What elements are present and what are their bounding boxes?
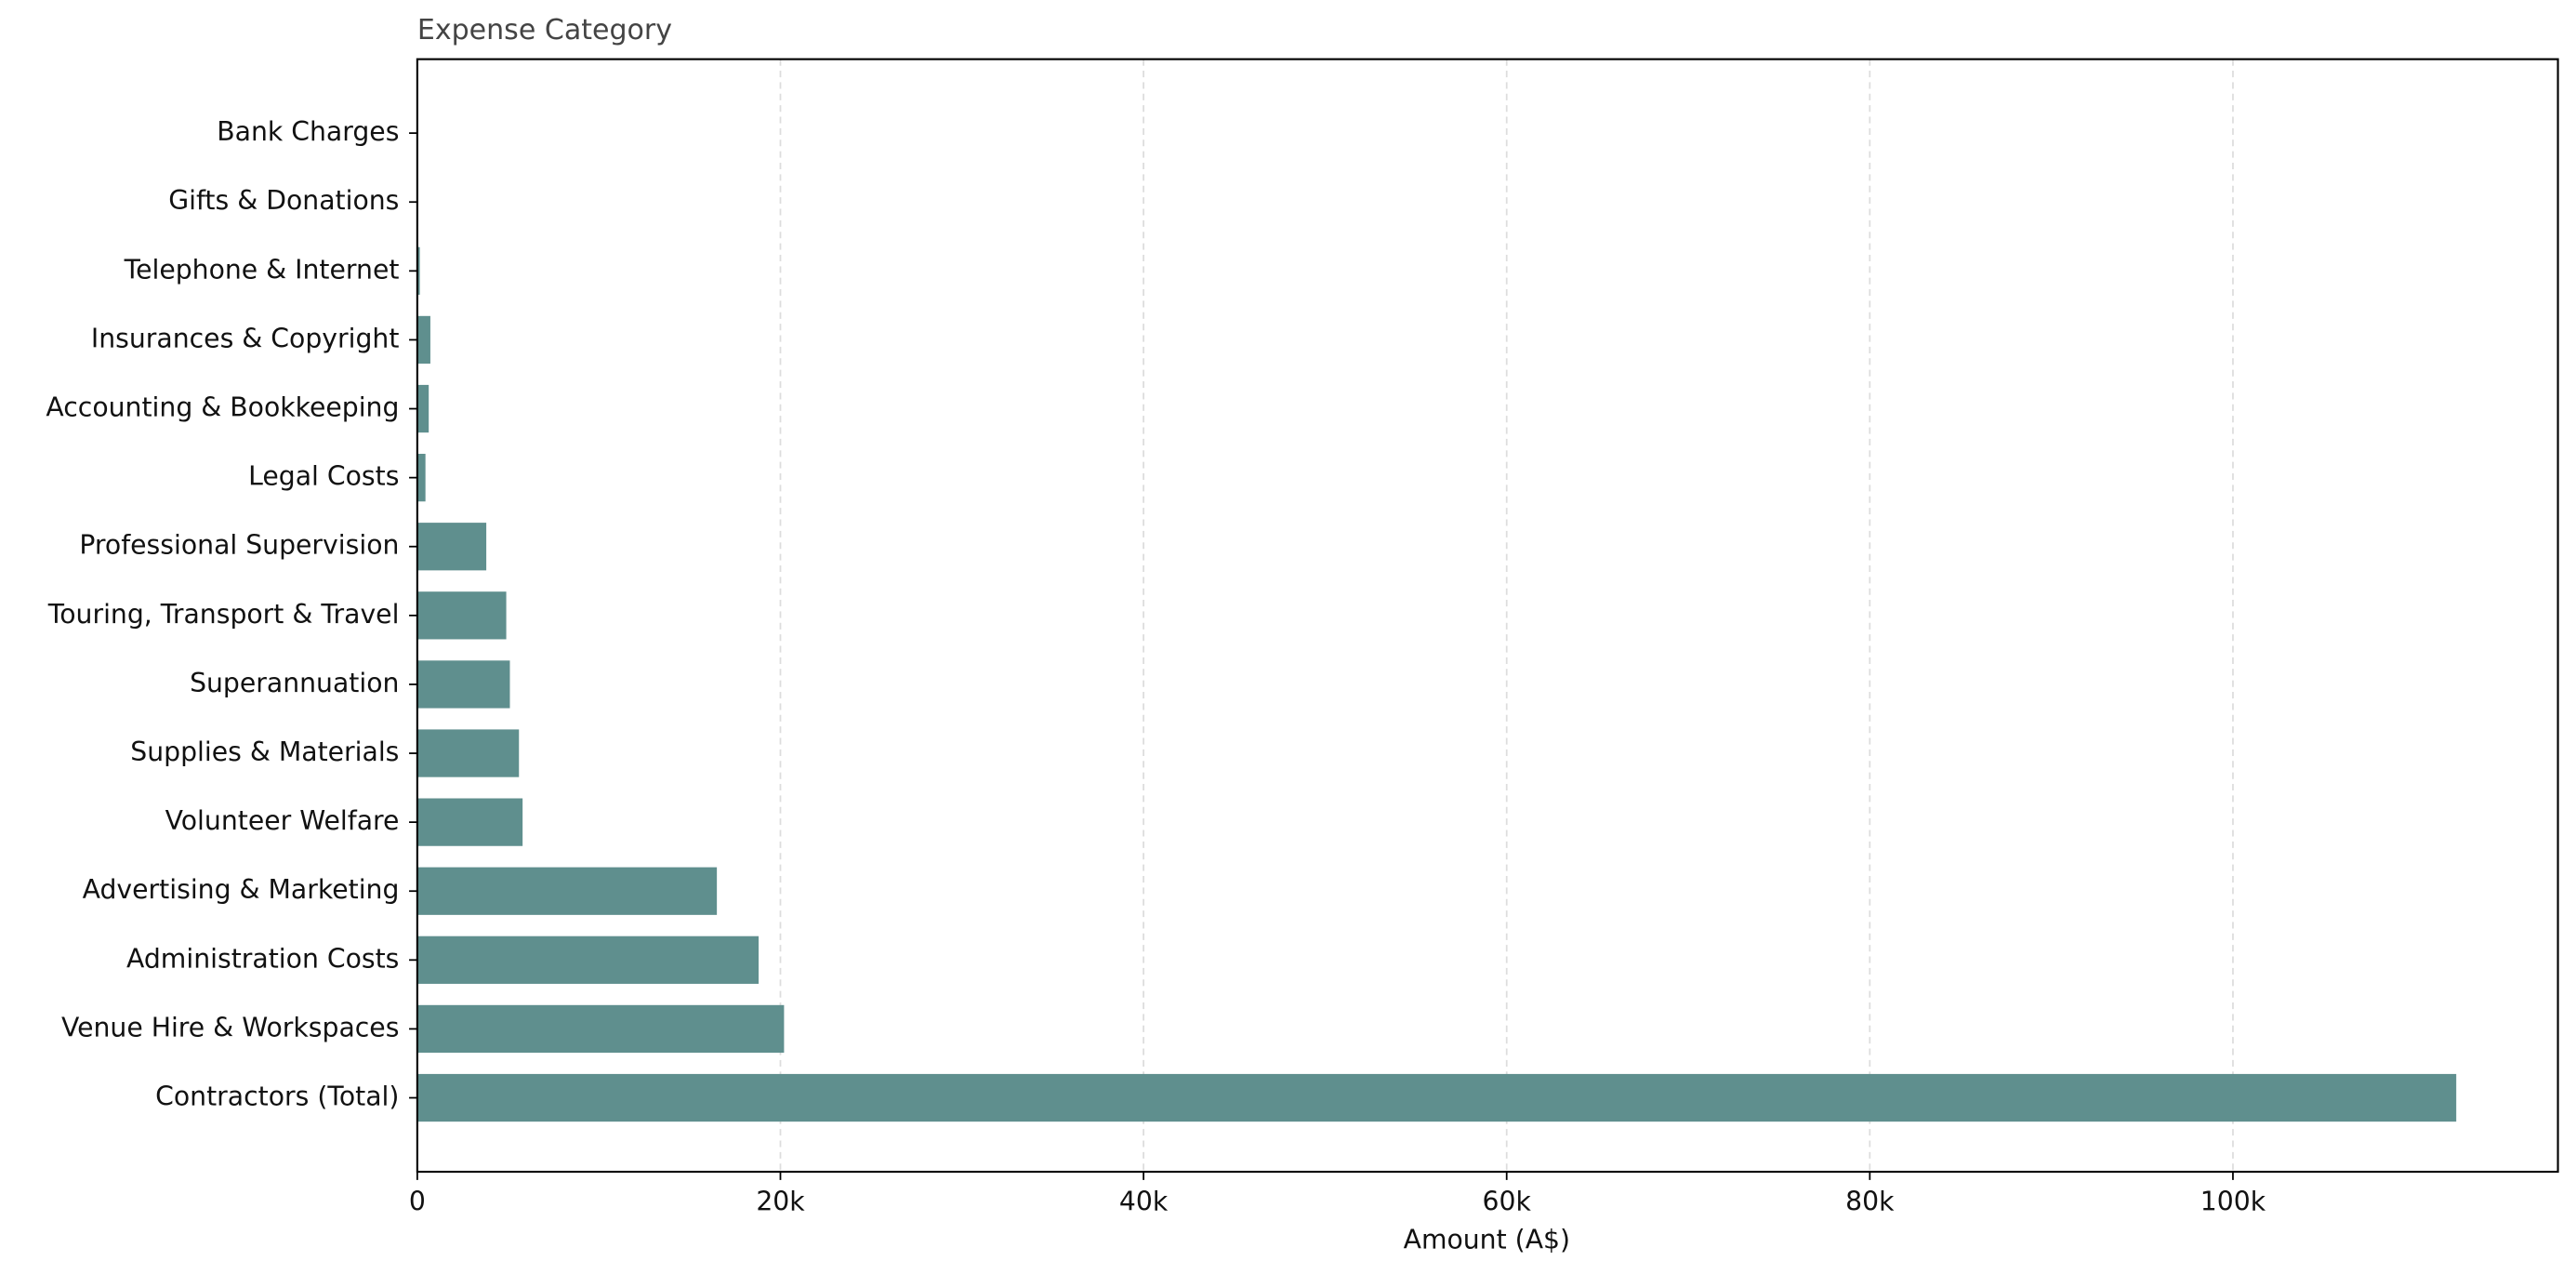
bar [416, 1004, 785, 1054]
bar [416, 523, 487, 571]
bar [416, 454, 426, 502]
x-tick-label: 20k [756, 1187, 805, 1217]
y-tick-label: Gifts & Donations [168, 185, 399, 216]
y-tick-label: Superannuation [190, 668, 399, 698]
bar [416, 798, 523, 846]
bar [416, 315, 430, 365]
x-tick-label: 0 [409, 1187, 426, 1217]
x-tick-label: 40k [1119, 1187, 1169, 1217]
y-tick-label: Professional Supervision [79, 530, 399, 561]
plot-frame [416, 58, 2559, 1174]
bar [416, 1073, 2457, 1122]
y-axis-label: Expense Category [417, 14, 672, 46]
y-tick-label: Touring, Transport & Travel [47, 599, 400, 630]
y-tick-label: Telephone & Internet [124, 254, 400, 285]
bar [416, 660, 510, 709]
x-tick-label: 60k [1483, 1187, 1532, 1217]
bar [416, 384, 429, 433]
x-tick-label: 100k [2200, 1187, 2266, 1217]
y-tick-label: Contractors (Total) [155, 1082, 399, 1112]
x-tick-label: 80k [1845, 1187, 1895, 1217]
y-tick-label: Insurances & Copyright [91, 323, 400, 353]
y-tick-label: Bank Charges [217, 116, 399, 147]
y-tick-label: Volunteer Welfare [165, 805, 400, 836]
y-tick-label: Accounting & Bookkeeping [46, 392, 399, 423]
y-tick-label: Advertising & Marketing [83, 874, 400, 905]
bar [416, 729, 520, 777]
y-tick-label: Supplies & Materials [130, 737, 399, 767]
bar [416, 246, 420, 295]
y-tick-label: Legal Costs [248, 461, 399, 492]
bar [416, 936, 760, 984]
bar [416, 867, 718, 915]
y-tick-label: Venue Hire & Workspaces [61, 1012, 399, 1042]
bar [416, 591, 507, 640]
y-tick-label: Administration Costs [126, 943, 399, 974]
x-axis-label: Amount (A$) [1404, 1224, 1570, 1254]
